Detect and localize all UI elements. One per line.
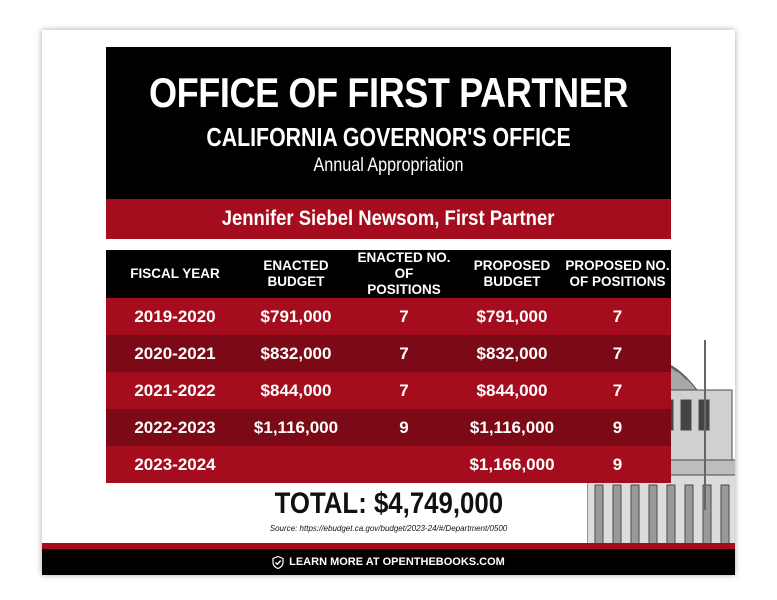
name-banner: Jennifer Siebel Newsom, First Partner	[106, 199, 671, 239]
proposed-positions-cell: 7	[612, 380, 623, 400]
enacted-budget-cell: $844,000	[260, 380, 332, 400]
footer-bar[interactable]: LEARN MORE AT OPENTHEBOOKS.COM	[42, 549, 735, 575]
proposed-positions-cell: 7	[612, 343, 623, 363]
fiscal-year-cell: 2022-2023	[134, 417, 216, 437]
page-subtitle: CALIFORNIA GOVERNOR'S OFFICE	[206, 122, 571, 152]
table-row: 2021-2022 $844,000 7 $844,000 7	[106, 372, 671, 409]
proposed-budget-cell: $791,000	[476, 306, 548, 326]
enacted-positions-cell: 7	[399, 380, 409, 400]
enacted-budget-cell	[244, 446, 348, 483]
fiscal-year-cell: 2020-2021	[134, 343, 216, 363]
proposed-positions-cell: 9	[612, 417, 623, 437]
table-row: 2022-2023 $1,116,000 9 $1,116,000 9	[106, 409, 671, 446]
proposed-budget-cell: $1,166,000	[469, 454, 555, 474]
footer-accent-line	[42, 543, 735, 549]
name-banner-label: Jennifer Siebel Newsom, First Partner	[222, 207, 555, 230]
enacted-positions-cell: 7	[399, 306, 409, 326]
table-row: 2019-2020 $791,000 7 $791,000 7	[106, 298, 671, 335]
check-shield-icon	[272, 555, 284, 569]
enacted-positions-cell: 9	[399, 417, 409, 437]
enacted-budget-cell: $832,000	[260, 343, 332, 363]
fiscal-year-cell: 2023-2024	[134, 454, 216, 474]
source-citation: Source: https://ebudget.ca.gov/budget/20…	[269, 524, 508, 533]
table-header-row: FISCAL YEAR ENACTED BUDGET ENACTED NO. OF…	[106, 250, 671, 298]
budget-table: FISCAL YEAR ENACTED BUDGET ENACTED NO. OF…	[106, 250, 671, 483]
enacted-positions-cell	[348, 446, 460, 483]
column-header-enacted-budget: ENACTED BUDGET	[263, 258, 329, 289]
fiscal-year-cell: 2019-2020	[134, 306, 216, 326]
proposed-budget-cell: $832,000	[476, 343, 548, 363]
table-row: 2020-2021 $832,000 7 $832,000 7	[106, 335, 671, 372]
column-header-enacted-positions: ENACTED NO. OF POSITIONS	[357, 250, 451, 297]
footer-link-label[interactable]: LEARN MORE AT OPENTHEBOOKS.COM	[289, 556, 505, 568]
total-amount: TOTAL: $4,749,000	[106, 487, 671, 521]
total-amount-label: TOTAL: $4,749,000	[274, 487, 503, 520]
header-block: OFFICE OF FIRST PARTNER CALIFORNIA GOVER…	[106, 47, 671, 199]
column-header-fiscal-year: FISCAL YEAR	[130, 266, 220, 281]
fiscal-year-cell: 2021-2022	[134, 380, 216, 400]
infographic-card: OFFICE OF FIRST PARTNER CALIFORNIA GOVER…	[42, 30, 735, 575]
enacted-budget-cell: $1,116,000	[253, 417, 339, 437]
enacted-budget-cell: $791,000	[260, 306, 332, 326]
proposed-budget-cell: $1,116,000	[469, 417, 555, 437]
enacted-positions-cell: 7	[399, 343, 409, 363]
column-header-proposed-budget: PROPOSED BUDGET	[473, 258, 551, 289]
proposed-positions-cell: 7	[612, 306, 623, 326]
proposed-positions-cell: 9	[612, 454, 623, 474]
page-caption: Annual Appropriation	[313, 155, 464, 176]
table-row: 2023-2024 $1,166,000 9	[106, 446, 671, 483]
page-title: OFFICE OF FIRST PARTNER	[148, 69, 629, 116]
proposed-budget-cell: $844,000	[476, 380, 548, 400]
column-header-proposed-positions: PROPOSED NO. OF POSITIONS	[565, 258, 670, 289]
